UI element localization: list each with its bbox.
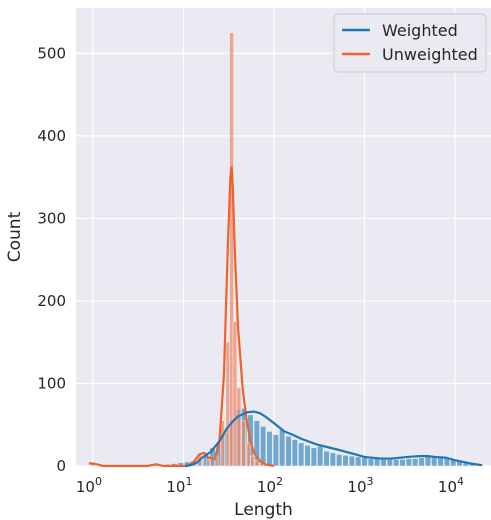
weighted-bar [424, 455, 431, 467]
legend-box [333, 13, 487, 73]
weighted-bar [317, 445, 324, 467]
weighted-bar [304, 445, 311, 467]
weighted-bar [336, 454, 343, 467]
weighted-bar [260, 426, 267, 467]
weighted-bar [310, 447, 317, 467]
weighted-bar [374, 458, 381, 467]
weighted-bar [412, 458, 419, 467]
unweighted-bar [232, 321, 238, 467]
weighted-bar [361, 457, 368, 467]
unweighted-bar [206, 459, 211, 467]
weighted-bar [323, 450, 330, 467]
x-tick-label: 104 [438, 475, 464, 496]
plot-background [76, 8, 491, 466]
weighted-bar [348, 455, 355, 467]
weighted-bar [437, 457, 444, 467]
weighted-bar [405, 458, 412, 467]
weighted-bar [285, 435, 292, 467]
weighted-bar [367, 458, 374, 467]
weighted-bar [393, 459, 400, 467]
weighted-bar [291, 439, 298, 467]
weighted-bar [418, 457, 425, 467]
weighted-bar [431, 456, 438, 467]
weighted-bar [386, 459, 393, 467]
y-tick-label: 100 [37, 374, 66, 392]
weighted-bar [342, 454, 349, 467]
weighted-kde-line [185, 410, 483, 468]
weighted-bar [380, 459, 387, 467]
weighted-bar [329, 452, 336, 467]
unweighted-kde-line [88, 166, 275, 468]
legend-label: Unweighted [382, 45, 478, 64]
unweighted-bar [220, 420, 225, 467]
unweighted-bar [236, 387, 242, 467]
unweighted-bar [229, 32, 234, 467]
weighted-bar [399, 459, 406, 467]
y-axis-label: Count [5, 211, 25, 262]
y-tick-label: 200 [37, 292, 66, 310]
unweighted-bar [245, 442, 251, 467]
weighted-bar [279, 429, 286, 467]
unweighted-bar [254, 459, 260, 467]
x-tick-label: 103 [347, 475, 373, 496]
weighted-bar [266, 431, 273, 467]
x-tick-label: 100 [76, 475, 102, 496]
unweighted-bar [250, 455, 255, 467]
x-tick-label: 101 [166, 475, 192, 496]
weighted-bar [443, 458, 450, 467]
x-tick-label: 102 [257, 475, 283, 496]
unweighted-bar [241, 420, 246, 467]
legend-label: Weighted [382, 21, 458, 40]
y-tick-label: 400 [37, 127, 66, 145]
y-tick-label: 300 [37, 209, 66, 227]
weighted-bar [355, 456, 362, 467]
weighted-bar [298, 442, 305, 467]
x-axis-label: Length [234, 500, 293, 520]
y-tick-label: 500 [37, 44, 66, 62]
weighted-bar [272, 434, 279, 467]
y-tick-label: 0 [56, 457, 66, 475]
